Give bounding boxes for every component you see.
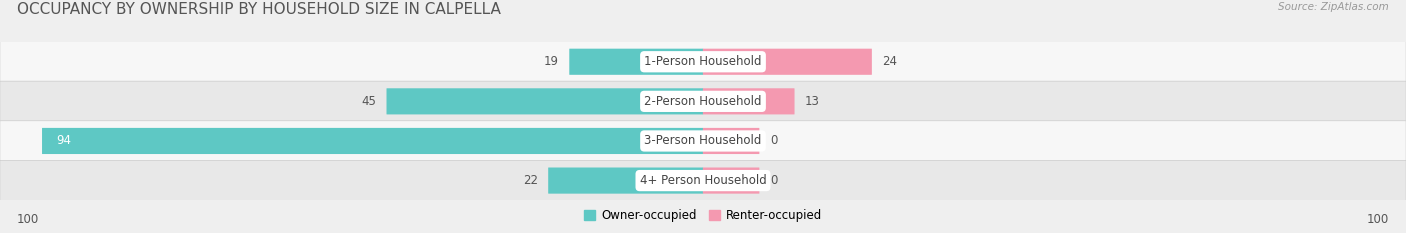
Legend: Owner-occupied, Renter-occupied: Owner-occupied, Renter-occupied xyxy=(579,205,827,227)
Text: 19: 19 xyxy=(544,55,560,68)
FancyBboxPatch shape xyxy=(0,81,1406,122)
FancyBboxPatch shape xyxy=(548,168,703,194)
Text: 0: 0 xyxy=(770,174,778,187)
Text: Source: ZipAtlas.com: Source: ZipAtlas.com xyxy=(1278,2,1389,12)
Text: 22: 22 xyxy=(523,174,537,187)
Text: 100: 100 xyxy=(17,212,39,226)
Text: 100: 100 xyxy=(1367,212,1389,226)
FancyBboxPatch shape xyxy=(42,128,703,154)
Text: 94: 94 xyxy=(56,134,72,147)
FancyBboxPatch shape xyxy=(0,160,1406,201)
FancyBboxPatch shape xyxy=(703,128,759,154)
Text: 24: 24 xyxy=(883,55,897,68)
FancyBboxPatch shape xyxy=(703,88,794,114)
Text: 2-Person Household: 2-Person Household xyxy=(644,95,762,108)
Text: 1-Person Household: 1-Person Household xyxy=(644,55,762,68)
Text: 3-Person Household: 3-Person Household xyxy=(644,134,762,147)
FancyBboxPatch shape xyxy=(0,121,1406,161)
FancyBboxPatch shape xyxy=(703,49,872,75)
FancyBboxPatch shape xyxy=(387,88,703,114)
FancyBboxPatch shape xyxy=(0,41,1406,82)
Text: 0: 0 xyxy=(770,134,778,147)
Text: OCCUPANCY BY OWNERSHIP BY HOUSEHOLD SIZE IN CALPELLA: OCCUPANCY BY OWNERSHIP BY HOUSEHOLD SIZE… xyxy=(17,2,501,17)
Text: 45: 45 xyxy=(361,95,375,108)
Text: 4+ Person Household: 4+ Person Household xyxy=(640,174,766,187)
FancyBboxPatch shape xyxy=(703,168,759,194)
Text: 13: 13 xyxy=(804,95,820,108)
FancyBboxPatch shape xyxy=(569,49,703,75)
